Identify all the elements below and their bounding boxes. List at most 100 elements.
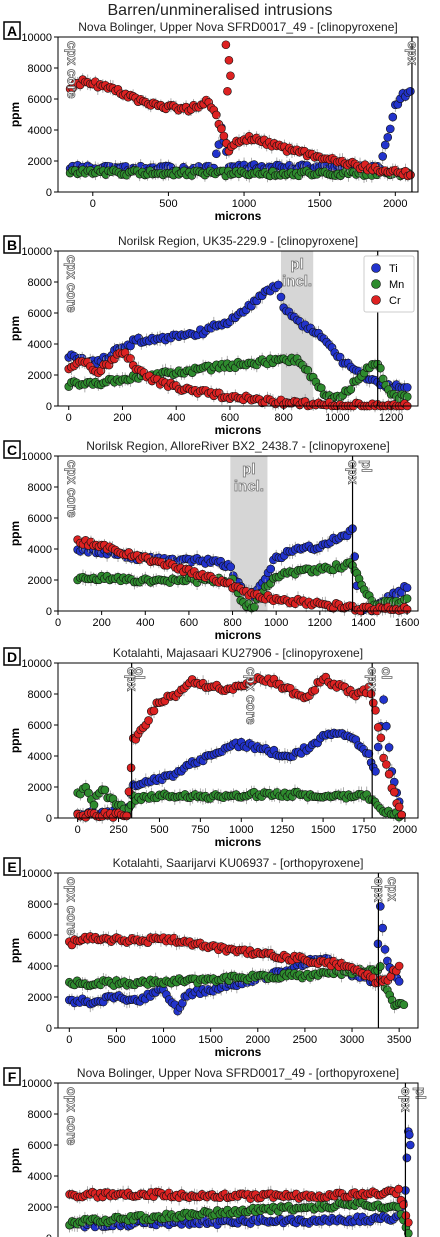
y-tick-label: 0	[46, 813, 52, 825]
data-point-cr	[394, 802, 404, 812]
boundary-annotation: cpx core	[64, 255, 80, 313]
y-axis-label: ppm	[8, 521, 22, 546]
x-tick-label: 1000	[264, 617, 288, 629]
x-tick-label: 1500	[307, 198, 331, 210]
x-tick-label: 0	[90, 198, 96, 210]
plot-frame	[57, 250, 419, 407]
data-point-cr	[212, 110, 221, 120]
chart-panel-c: Norilsk Region, AlloreRiver BX2_2438.7 -…	[3, 439, 419, 642]
x-tick-label: 2500	[293, 1034, 317, 1046]
panel-letter-box	[3, 440, 21, 459]
data-point-cr	[389, 787, 399, 797]
data-point-ti	[402, 383, 412, 392]
x-tick-label: 800	[274, 412, 292, 424]
data-point-cr	[219, 131, 229, 141]
x-tick-label: 1600	[395, 617, 419, 629]
panel-letter-box	[3, 21, 21, 40]
boundary-annotation: cpx	[385, 877, 401, 901]
data-point-mn	[376, 962, 385, 971]
data-point-ti	[405, 1140, 415, 1150]
series-cr	[65, 73, 415, 182]
data-point-cr	[373, 723, 383, 732]
data-point-ti	[402, 583, 412, 593]
data-point-ti	[379, 695, 388, 704]
y-tick-label: 0	[46, 1023, 52, 1035]
outlier-point	[221, 40, 231, 50]
y-tick-label: 10000	[21, 868, 52, 880]
y-tick-label: 10000	[21, 1078, 52, 1090]
x-tick-label: 1400	[351, 617, 375, 629]
y-tick-label: 2000	[28, 370, 52, 382]
y-tick-label: 6000	[28, 308, 52, 320]
data-point-ti	[380, 945, 390, 954]
x-tick-label: 200	[92, 617, 110, 629]
panel-title: Kotalahti, Saarijarvi KU06937 - [orthopy…	[113, 856, 364, 870]
data-point-cr	[376, 733, 386, 743]
y-tick-label: 4000	[28, 751, 52, 763]
boundary-annotation: opx core	[64, 877, 80, 936]
y-tick-label: 10000	[21, 658, 52, 670]
y-tick-label: 4000	[28, 1171, 52, 1183]
y-tick-label: 4000	[28, 125, 52, 137]
legend-label-cr: Cr	[389, 295, 401, 307]
y-tick-label: 4000	[28, 961, 52, 973]
x-axis-label: microns	[215, 1045, 262, 1059]
x-axis-label: microns	[215, 835, 262, 849]
data-point-cr	[217, 124, 226, 134]
panel-title: Kotalahti, Majasaari KU27906 - [clinopyr…	[113, 646, 363, 660]
x-tick-label: 1200	[308, 617, 332, 629]
data-point-ti	[385, 124, 395, 134]
y-tick-label: 0	[46, 1233, 52, 1237]
y-axis-label: ppm	[8, 1148, 22, 1173]
shaded-region-label: incl.	[234, 478, 264, 495]
legend-marker-cr	[371, 295, 381, 305]
x-tick-label: 1500	[311, 824, 335, 836]
shaded-region-label: incl.	[282, 273, 312, 290]
x-tick-label: 1200	[379, 412, 403, 424]
x-tick-label: 3500	[387, 1034, 411, 1046]
boundary-annotation: cpx	[365, 667, 381, 691]
y-tick-label: 2000	[28, 992, 52, 1004]
boundary-annotation: cpx core	[65, 41, 81, 99]
x-tick-label: 250	[109, 824, 127, 836]
chart-panel-d: Kotalahti, Majasaari KU27906 - [clinopyr…	[3, 646, 419, 849]
x-tick-label: 0	[55, 617, 61, 629]
data-point-mn	[100, 785, 110, 795]
boundary-annotation: pl	[359, 460, 375, 472]
y-tick-label: 2000	[28, 156, 52, 168]
boundary-annotation: cpx	[125, 667, 141, 691]
y-tick-label: 6000	[28, 930, 52, 942]
data-point-ti	[380, 140, 390, 150]
panel-title: Nova Bolinger, Upper Nova SFRD0017_49 - …	[77, 1066, 399, 1080]
data-point-cr	[368, 698, 378, 708]
legend-marker-ti	[371, 263, 381, 273]
panel-letter: A	[7, 23, 17, 39]
data-point-cr	[394, 1184, 403, 1194]
data-point-mn	[376, 363, 385, 373]
boundary-annotation: opx core	[64, 1087, 80, 1146]
x-axis-label: microns	[215, 209, 262, 223]
x-tick-label: 1250	[270, 824, 294, 836]
y-tick-label: 6000	[28, 720, 52, 732]
boundary-annotation: pl	[413, 1087, 429, 1099]
y-tick-label: 6000	[28, 94, 52, 106]
data-point-ti	[388, 112, 398, 122]
data-point-cr	[366, 689, 376, 699]
panel-letter-box	[3, 235, 21, 254]
x-tick-label: 3000	[340, 1034, 364, 1046]
series-ti	[65, 902, 404, 1017]
chart-panel-a: Nova Bolinger, Upper Nova SFRD0017_49 - …	[3, 20, 421, 223]
y-tick-label: 2000	[28, 575, 52, 587]
x-tick-label: 400	[167, 412, 185, 424]
data-point-cr	[384, 769, 394, 779]
panel-letter: E	[7, 859, 16, 875]
boundary-annotation: cpx core	[64, 460, 80, 518]
y-axis-label: ppm	[8, 316, 22, 341]
chart-panel-f: Nova Bolinger, Upper Nova SFRD0017_49 - …	[3, 1066, 430, 1237]
y-tick-label: 8000	[28, 1109, 52, 1121]
boundary-annotation: cpx core	[243, 667, 259, 725]
data-point-mn	[399, 1000, 409, 1010]
y-tick-label: 8000	[28, 689, 52, 701]
plot-frame	[57, 36, 419, 193]
